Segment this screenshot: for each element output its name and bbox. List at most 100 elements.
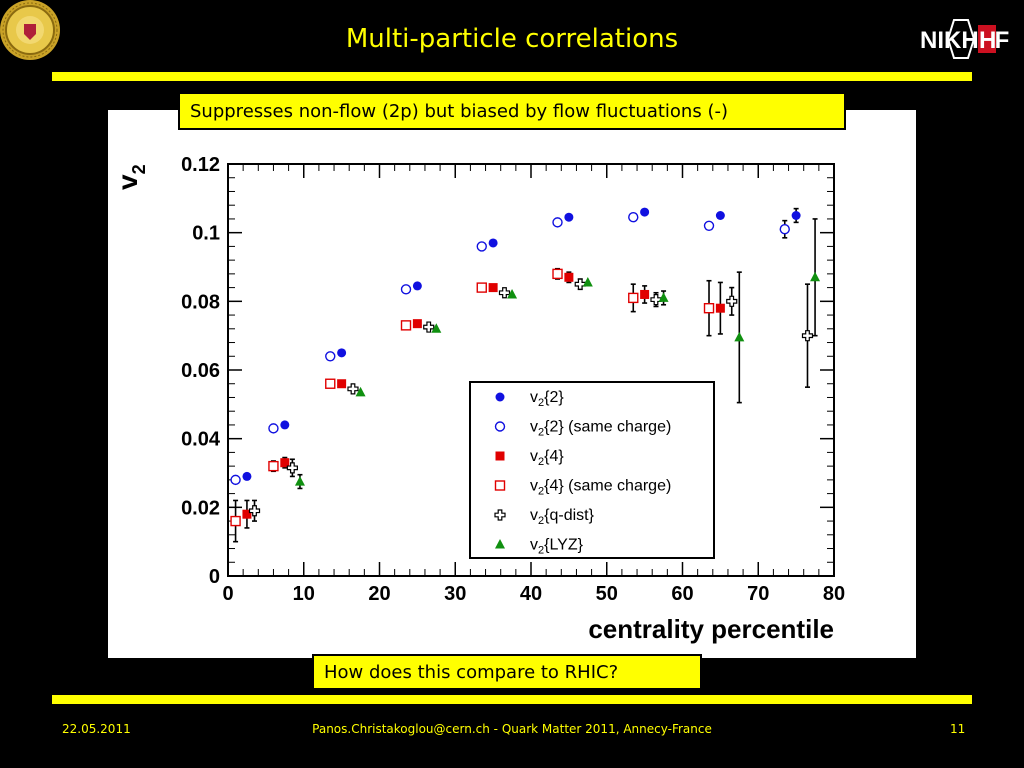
point-v2-2 (488, 238, 498, 248)
x-tick-label: 30 (444, 583, 466, 605)
footer-page-number: 11 (950, 722, 966, 736)
legend-label: v2{2} (530, 389, 564, 409)
svg-text:H: H (979, 27, 996, 54)
legend-marker (495, 539, 505, 549)
legend-marker (494, 509, 506, 521)
point-v2-2-same-charge (779, 224, 790, 235)
legend-marker (494, 480, 506, 491)
point-v2-4-same-charge (325, 378, 336, 389)
bottom-divider-bar (52, 695, 972, 704)
point-v2-q-dist (286, 462, 298, 474)
x-tick-label: 20 (368, 583, 390, 605)
point-v2-2-same-charge (400, 284, 412, 295)
footer-date: 22.05.2011 (62, 722, 131, 736)
series-v2-2-same-charge (230, 212, 790, 486)
point-v2-2-same-charge (628, 212, 639, 223)
point-v2-lyz (431, 323, 442, 333)
point-v2-lyz (507, 288, 518, 299)
point-v2-2 (412, 281, 422, 291)
point-v2-4-same-charge (400, 320, 412, 331)
point-v2-4 (412, 319, 422, 329)
top-divider-bar (52, 72, 972, 81)
point-v2-4-same-charge (552, 268, 563, 280)
x-tick-label: 60 (671, 583, 693, 605)
point-v2-q-dist (423, 321, 435, 333)
x-axis-label: centrality percentile (588, 614, 834, 644)
point-v2-2-same-charge (552, 217, 563, 228)
legend-marker (495, 392, 505, 402)
point-v2-2 (640, 207, 650, 217)
x-tick-label: 50 (596, 583, 618, 605)
point-v2-lyz (294, 476, 305, 486)
point-v2-2 (791, 211, 801, 220)
series-v2-2 (242, 207, 801, 481)
point-v2-lyz (658, 292, 669, 302)
point-v2-4 (337, 379, 347, 389)
legend-label: v2{q-dist} (530, 507, 595, 527)
point-v2-2 (715, 211, 725, 220)
point-v2-2-same-charge (703, 220, 715, 232)
point-v2-4-same-charge (268, 460, 279, 472)
callout-top: Suppresses non-flow (2p) but biased by f… (178, 92, 846, 130)
v2-centrality-chart: 0 10 20 30 40 50 60 70 80 0 0.02 0.04 0.06 0.08 0.1 0.1… (112, 154, 845, 644)
point-v2-4 (715, 303, 725, 313)
x-tick-label: 70 (747, 583, 769, 605)
point-v2-4-same-charge (230, 515, 241, 527)
x-tick-label: 0 (222, 583, 233, 605)
y-tick-label: 0.02 (181, 497, 220, 519)
point-v2-2 (337, 348, 347, 358)
y-tick-label: 0.04 (181, 429, 221, 451)
x-tick-label: 40 (520, 583, 542, 605)
y-tick-label: 0 (209, 566, 220, 588)
nikhef-logo: NIKHEF H (918, 16, 1024, 62)
footer-author: Panos.Christakoglou@cern.ch - Quark Matt… (312, 722, 712, 736)
chart-legend: v2{2} v2{2} (same charge) v2{4} v2{4} (same… (469, 381, 715, 559)
point-v2-lyz (734, 331, 745, 342)
legend-label: v2{2} (same charge) (530, 419, 671, 439)
point-v2-4-same-charge (476, 282, 487, 293)
legend-label: v2{4} (530, 448, 564, 468)
series-v2-4 (242, 271, 725, 529)
point-v2-lyz (810, 271, 821, 282)
y-axis-label: v2 (112, 164, 149, 190)
point-v2-4-same-charge (703, 302, 715, 314)
point-v2-4 (280, 458, 290, 468)
series-v2-lyz (294, 218, 821, 490)
point-v2-2-same-charge (268, 423, 279, 434)
legend-marker (494, 421, 506, 432)
series-v2-q-dist (248, 278, 814, 522)
point-v2-q-dist (498, 287, 511, 299)
legend-label: v2{LYZ} (530, 537, 584, 557)
point-v2-2 (280, 420, 290, 430)
x-tick-label: 80 (823, 583, 845, 605)
x-tick-label: 10 (293, 583, 315, 605)
point-v2-q-dist (726, 295, 738, 307)
point-v2-2-same-charge (230, 474, 241, 486)
y-tick-label: 0.08 (181, 291, 220, 313)
point-v2-4 (564, 272, 574, 282)
point-v2-q-dist (801, 330, 814, 342)
point-v2-q-dist (248, 505, 261, 517)
y-tick-label: 0.12 (181, 154, 220, 176)
point-v2-2-same-charge (325, 351, 336, 362)
point-v2-2 (242, 471, 252, 481)
point-v2-q-dist (347, 383, 359, 395)
point-v2-4 (640, 289, 650, 299)
legend-box (469, 381, 715, 559)
y-tick-label: 0.1 (192, 223, 220, 245)
legend-label: v2{4} (same charge) (530, 478, 671, 498)
point-v2-4 (488, 283, 498, 293)
point-v2-4-same-charge (628, 292, 639, 304)
university-seal-logo (0, 0, 64, 64)
y-tick-label: 0.06 (181, 360, 220, 382)
point-v2-lyz (355, 386, 366, 397)
callout-bottom: How does this compare to RHIC? (312, 654, 702, 690)
point-v2-lyz (582, 276, 593, 287)
point-v2-2-same-charge (476, 241, 487, 252)
point-v2-4 (242, 509, 252, 519)
point-v2-q-dist (650, 294, 662, 306)
series-v2-4-same-charge (230, 267, 715, 543)
plot-panel: 0 10 20 30 40 50 60 70 80 0 0.02 0.04 0.06 0.08 0.1 0.1… (108, 110, 916, 658)
point-v2-2 (564, 212, 574, 222)
point-v2-q-dist (574, 278, 586, 290)
